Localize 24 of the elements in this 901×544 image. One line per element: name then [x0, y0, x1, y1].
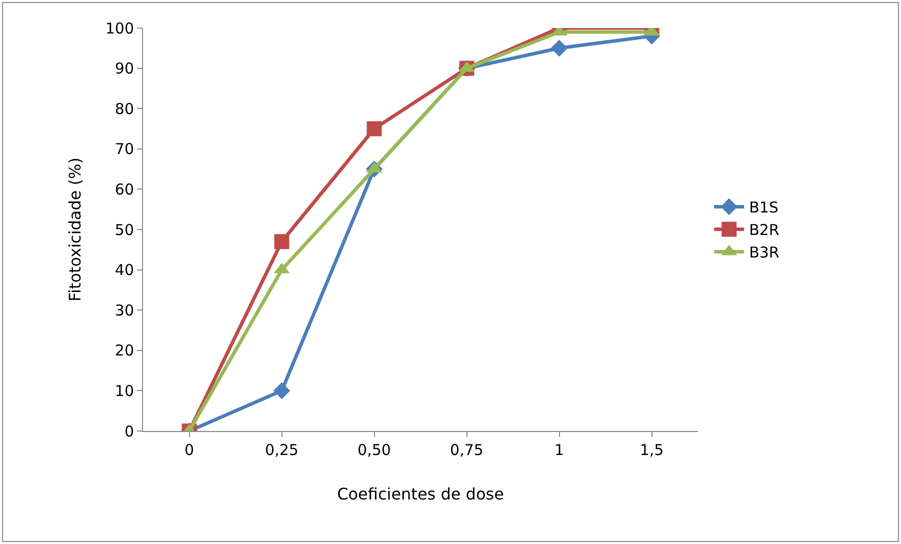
legend-label: B2R — [749, 221, 780, 240]
y-tick-label: 40 — [114, 261, 134, 280]
y-tick-label: 0 — [124, 422, 134, 440]
point — [550, 40, 568, 57]
y-tick-label: 20 — [114, 342, 134, 360]
y-tick-label: 90 — [114, 60, 134, 78]
y-tick-label: 30 — [114, 301, 134, 320]
y-tick-label: 80 — [114, 100, 134, 118]
y-tick-label: 60 — [114, 180, 134, 198]
y-tick-label: 100 — [105, 19, 134, 38]
x-tick-label: 0,50 — [358, 441, 391, 459]
x-tick-label: 1 — [554, 441, 564, 459]
x-tick-label: 1,5 — [640, 441, 664, 459]
legend-label: B1S — [749, 198, 778, 217]
y-tick-label: 70 — [114, 140, 134, 158]
legend-label: B3R — [749, 244, 780, 262]
y-tick-label: 50 — [114, 220, 134, 239]
x-tick-label: 0 — [184, 441, 194, 459]
x-axis-title: Coeficientes de dose — [337, 484, 504, 504]
y-tick-label: 10 — [114, 382, 134, 400]
point — [366, 121, 382, 136]
y-axis-title: Fitotoxicidade (%) — [65, 157, 84, 302]
x-tick-label: 0,25 — [265, 441, 298, 459]
x-tick-label: 0,75 — [450, 441, 484, 459]
